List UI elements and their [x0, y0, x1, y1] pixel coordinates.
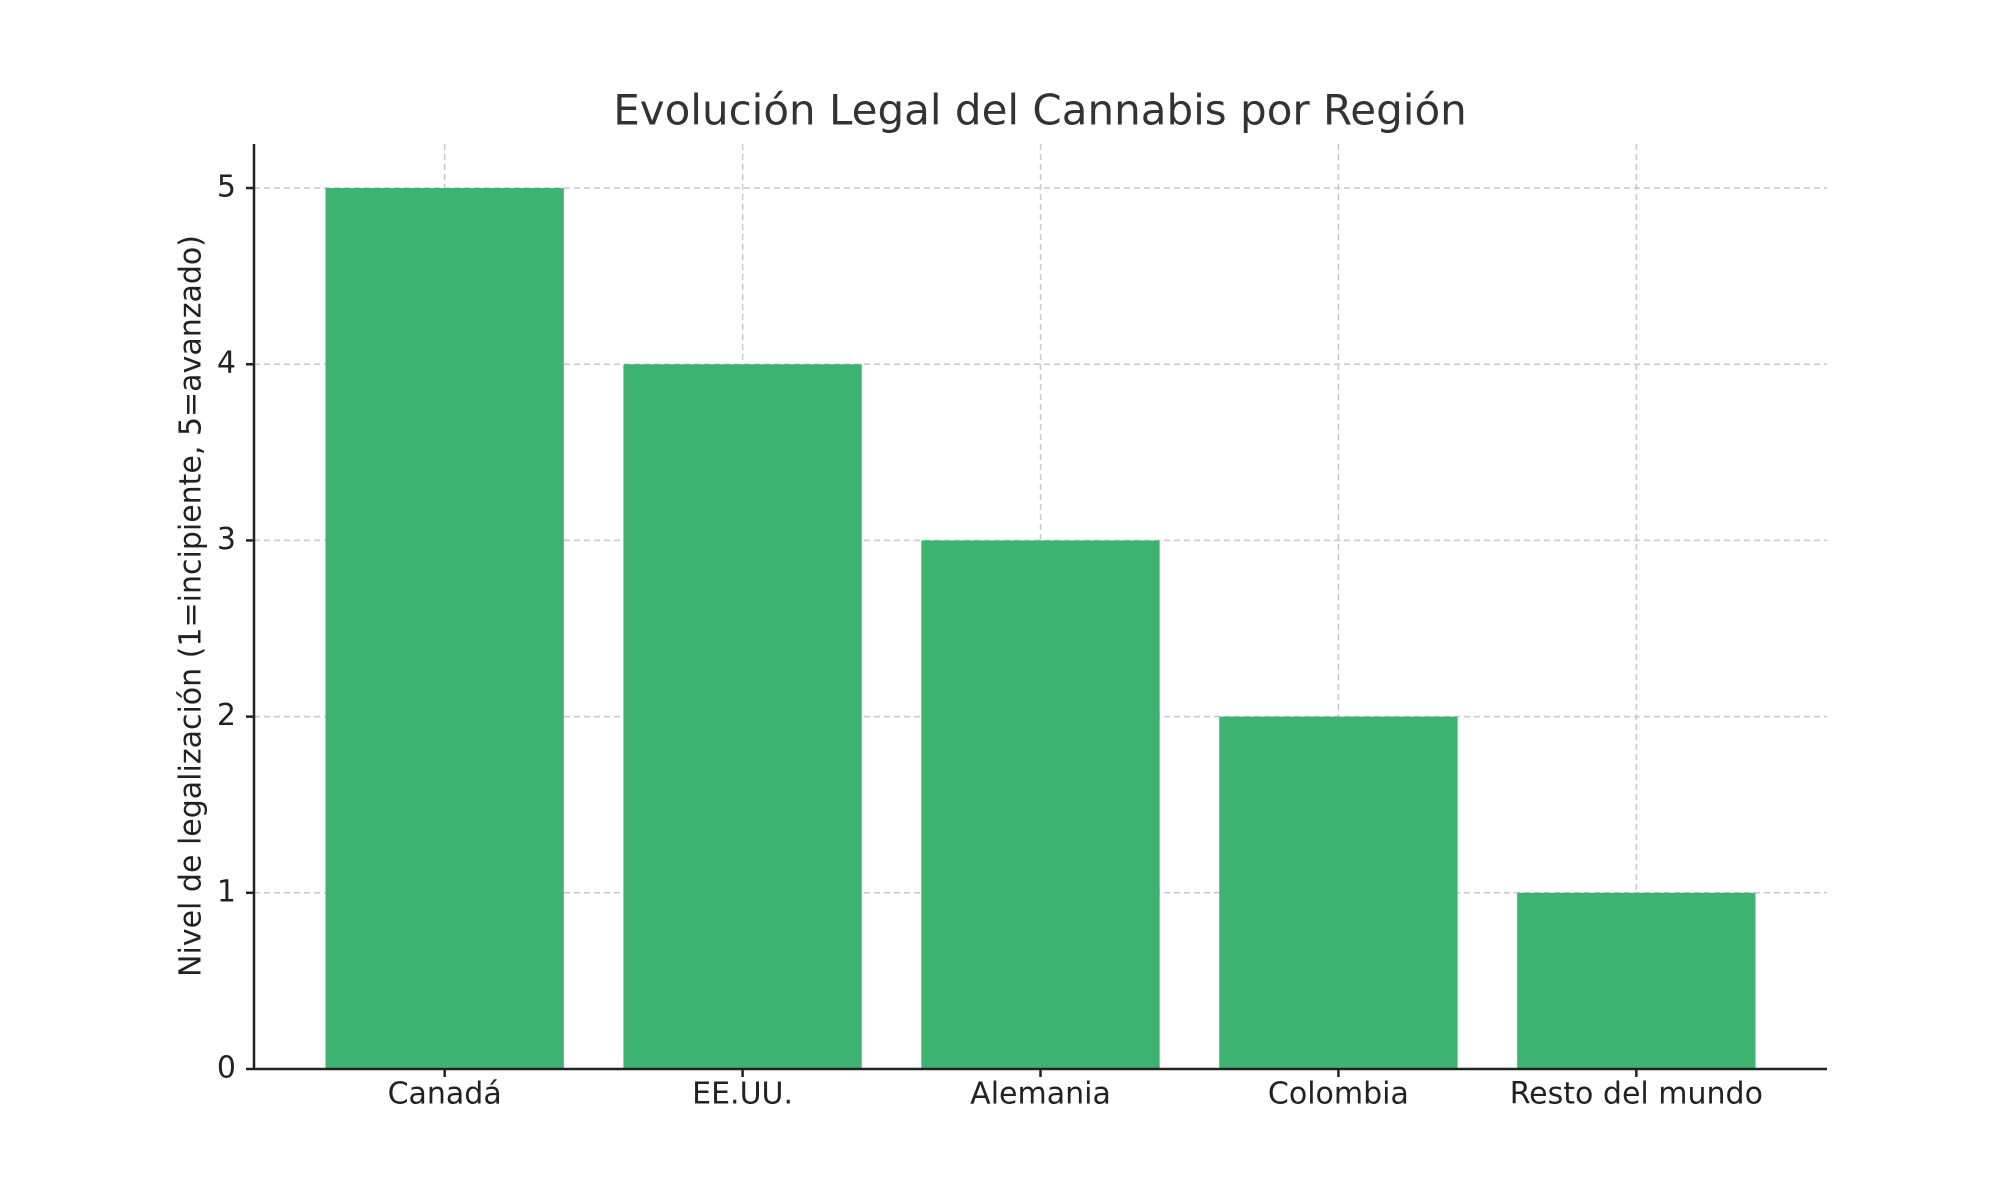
y-tick-label: 3: [217, 522, 236, 557]
y-tick-label: 5: [217, 170, 236, 205]
y-tick-label: 2: [217, 698, 236, 733]
x-tick-label: EE.UU.: [692, 1077, 793, 1112]
y-axis-label: Nivel de legalización (1=incipiente, 5=a…: [174, 235, 209, 977]
x-tick-label: Alemania: [970, 1077, 1111, 1112]
bar: [1517, 892, 1756, 1069]
bar: [325, 188, 564, 1070]
bar: [623, 364, 862, 1069]
y-tick-label: 4: [217, 346, 236, 381]
chart-title: Evolución Legal del Cannabis por Región: [613, 86, 1467, 135]
bar: [1219, 716, 1458, 1069]
x-tick-label: Canadá: [388, 1077, 502, 1112]
y-tick-label: 1: [217, 874, 236, 909]
x-tick-label: Resto del mundo: [1510, 1077, 1763, 1112]
bar: [921, 540, 1160, 1069]
y-tick-label: 0: [217, 1051, 236, 1086]
x-tick-label: Colombia: [1268, 1077, 1409, 1112]
